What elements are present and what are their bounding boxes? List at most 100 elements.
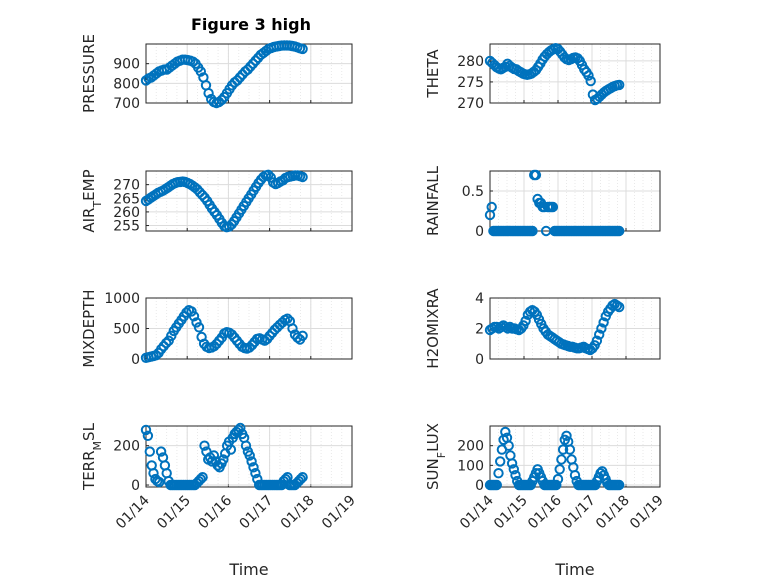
y-tick-label: 255 (113, 219, 140, 235)
y-tick-label: 900 (113, 57, 140, 73)
data-point (493, 468, 504, 479)
y-axis-label-subscript: M (91, 441, 104, 451)
data-point (195, 66, 207, 77)
data-point (245, 61, 256, 72)
data-point (235, 422, 246, 434)
data-point (556, 454, 567, 465)
data-point (506, 458, 518, 469)
data-point (614, 79, 625, 91)
subplot-grid: 700 800 900 PRESSURE 270 275 280 THETA 255260265… (80, 34, 667, 579)
y-axis-label-main: AIR (80, 208, 98, 233)
figure-title: Figure 3 high (191, 15, 311, 34)
data-point (208, 450, 220, 461)
axes-border (145, 297, 353, 360)
y-axis-label-rest: LUX (424, 423, 442, 452)
data-point (161, 337, 172, 349)
subplot-theta: 270 275 280 THETA (424, 43, 661, 112)
data-point (510, 470, 521, 481)
subplot-pressure: 700 800 900 PRESSURE (80, 34, 353, 113)
data-point (140, 424, 152, 436)
y-tick-label: 2 (475, 322, 484, 338)
data-point (265, 172, 276, 183)
y-axis-label-subscript: T (91, 201, 104, 209)
y-tick-label: 0.5 (462, 184, 484, 200)
data-point (503, 440, 514, 451)
y-tick-label: 265 (113, 191, 140, 207)
subplot-sun-flux: 0 100 200 SUNFLUX 01/1401/1501/1601/1701/180… (424, 423, 667, 579)
data-point (154, 476, 165, 488)
x-axis-label: Time (228, 560, 268, 579)
data-point (297, 330, 308, 341)
y-tick-label: 0 (131, 352, 140, 368)
y-axis-label-subscript: F (435, 452, 448, 458)
data-point (297, 43, 308, 55)
data-point (508, 464, 519, 475)
x-tick-label: 01/15 (491, 493, 531, 533)
data-point (554, 464, 565, 475)
data-point (585, 75, 596, 87)
data-point (569, 470, 581, 481)
x-tick-label: 01/16 (525, 492, 565, 532)
data-point (614, 479, 625, 491)
data-point (598, 317, 609, 328)
y-axis-label: H2OMIXRA (424, 288, 442, 369)
data-point (495, 456, 506, 467)
x-axis-label: Time (554, 560, 594, 579)
data-point (248, 462, 259, 473)
data-point (614, 301, 625, 313)
data-point (500, 426, 511, 438)
y-tick-label: 0 (475, 224, 484, 240)
data-point (150, 350, 162, 361)
y-axis-label-rest: EMP (80, 169, 98, 200)
data-point (197, 472, 208, 483)
x-tick-label: 01/19 (319, 493, 359, 533)
y-axis-label: TERRMSL (80, 422, 104, 491)
x-tick-label: 01/19 (627, 493, 667, 533)
y-tick-label: 100 (457, 458, 484, 474)
y-tick-label: 200 (457, 439, 484, 455)
y-tick-label: 0 (475, 478, 484, 494)
y-axis-label: THETA (424, 49, 442, 99)
data-point (282, 313, 293, 324)
data-point (188, 311, 200, 322)
subplot-mixdepth: 0 500 1000 MIXDEPTH (80, 289, 353, 368)
data-point (155, 446, 167, 457)
data-point (295, 473, 306, 485)
y-tick-label: 275 (457, 75, 484, 91)
data-point (218, 454, 229, 465)
data-point (557, 444, 569, 455)
data-point (547, 201, 559, 213)
data-point (263, 169, 274, 181)
y-axis-label-main: TERR (80, 450, 98, 491)
data-point (561, 430, 572, 441)
data-point (614, 225, 625, 237)
y-axis-label: RAINFALL (424, 165, 442, 236)
y-axis-label-main: SUN (424, 458, 442, 490)
y-tick-label: 280 (457, 54, 484, 70)
axes-border (145, 425, 353, 488)
data-point (552, 473, 564, 485)
data-point (250, 55, 261, 66)
data-point (297, 472, 308, 483)
data-point (240, 440, 252, 451)
data-point (297, 171, 308, 183)
x-tick-label: 01/15 (154, 493, 194, 533)
x-tick-label: 01/18 (278, 493, 318, 533)
x-tick-label: 01/16 (195, 492, 235, 532)
data-point (216, 94, 227, 106)
data-point (591, 335, 603, 346)
y-tick-label: 270 (457, 96, 484, 112)
axes-border (145, 170, 353, 232)
y-axis-label-rest: SL (80, 422, 98, 441)
data-point (250, 468, 261, 479)
data-point (594, 329, 605, 340)
data-point (583, 70, 594, 81)
y-tick-label: 4 (475, 291, 484, 307)
data-point (148, 468, 159, 479)
data-point (551, 479, 562, 491)
data-point (244, 450, 255, 461)
y-axis-label: MIXDEPTH (80, 289, 98, 367)
data-point (203, 88, 214, 99)
